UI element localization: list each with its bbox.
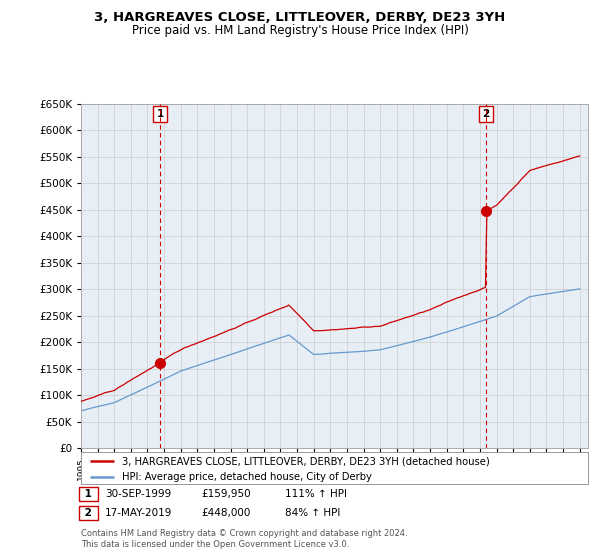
Text: 2: 2 — [482, 109, 490, 119]
Text: £448,000: £448,000 — [201, 508, 250, 518]
Text: Price paid vs. HM Land Registry's House Price Index (HPI): Price paid vs. HM Land Registry's House … — [131, 24, 469, 37]
Text: 3, HARGREAVES CLOSE, LITTLEOVER, DERBY, DE23 3YH: 3, HARGREAVES CLOSE, LITTLEOVER, DERBY, … — [94, 11, 506, 24]
Text: 111% ↑ HPI: 111% ↑ HPI — [285, 489, 347, 499]
Text: 1: 1 — [157, 109, 164, 119]
Text: Contains HM Land Registry data © Crown copyright and database right 2024.
This d: Contains HM Land Registry data © Crown c… — [81, 529, 407, 549]
Text: HPI: Average price, detached house, City of Derby: HPI: Average price, detached house, City… — [122, 472, 371, 482]
Text: £159,950: £159,950 — [201, 489, 251, 499]
Text: 17-MAY-2019: 17-MAY-2019 — [105, 508, 172, 518]
Text: 1: 1 — [81, 489, 95, 499]
Text: 2: 2 — [81, 508, 95, 518]
Text: 84% ↑ HPI: 84% ↑ HPI — [285, 508, 340, 518]
Text: 30-SEP-1999: 30-SEP-1999 — [105, 489, 171, 499]
Text: 3, HARGREAVES CLOSE, LITTLEOVER, DERBY, DE23 3YH (detached house): 3, HARGREAVES CLOSE, LITTLEOVER, DERBY, … — [122, 456, 490, 466]
